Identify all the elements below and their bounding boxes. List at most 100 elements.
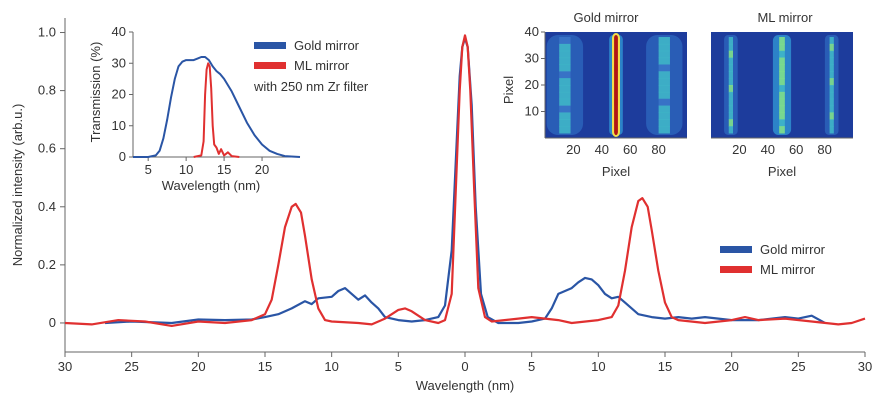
inset-legend-label-gold: Gold mirror	[294, 38, 360, 53]
stripe-segment	[658, 119, 670, 127]
ml-camera-x-axis-label: Pixel	[768, 164, 796, 179]
main-legend-swatch-ml	[720, 266, 752, 273]
ml-camera-x-ticks: 20 40 60 80	[732, 142, 832, 157]
stripe-segment	[829, 91, 834, 100]
stripe-segment	[779, 64, 785, 72]
inset-x-tick-label: 20	[255, 162, 269, 177]
ml-camera-x-tick-label: 20	[732, 142, 746, 157]
stripe-segment	[728, 105, 734, 113]
gold-camera-y-tick-label: 10	[525, 104, 539, 119]
stripe-segment	[658, 57, 670, 65]
gold-camera-y-axis-label: Pixel	[501, 76, 516, 104]
main-x-tick-label: 5	[528, 359, 535, 374]
stripe-segment	[829, 112, 834, 120]
ml-camera-image: ML mirror 20 40 60 80 Pixel	[711, 10, 853, 179]
stripe-segment	[829, 98, 834, 107]
stripe-segment	[559, 50, 571, 59]
inset-legend-swatch-gold	[254, 42, 286, 49]
gold-camera-y-tick-label: 30	[525, 51, 539, 66]
inset-transmission-chart: 5 10 15 20 0 10 20 30 40 Wavelength (nm) Transm…	[88, 24, 369, 193]
main-y-ticks: 0 0.2 0.4 0.6 0.8 1.0	[38, 25, 65, 330]
stripe-segment	[779, 57, 785, 65]
main-y-tick-label: 0.2	[38, 257, 56, 272]
stripe-segment	[779, 98, 785, 107]
stripe-segment	[829, 43, 834, 52]
stripe-segment	[829, 50, 834, 59]
inset-y-tick-label: 20	[112, 87, 126, 102]
stripe-segment	[658, 85, 670, 93]
stripe-segment	[829, 37, 834, 45]
stripe-edge	[612, 33, 620, 137]
stripe-core	[614, 34, 618, 136]
inset-legend-swatch-ml	[254, 62, 286, 69]
inset-legend: Gold mirror ML mirror with 250 nm Zr fil…	[253, 38, 369, 94]
main-x-tick-label: 10	[591, 359, 605, 374]
inset-annotation-filter: with 250 nm Zr filter	[253, 79, 369, 94]
stripe-segment	[779, 105, 785, 113]
stripe-segment	[829, 71, 834, 79]
main-x-tick-label: 15	[658, 359, 672, 374]
stripe-segment	[728, 50, 734, 59]
stripe-segment	[829, 119, 834, 127]
main-series	[64, 34, 866, 327]
stripe-segment	[779, 119, 785, 127]
stripe-segment	[779, 43, 785, 52]
main-series-line-ml	[64, 34, 866, 327]
stripe-segment	[658, 64, 670, 72]
main-legend-label-gold: Gold mirror	[760, 242, 826, 257]
stripe-segment	[829, 57, 834, 65]
inset-y-ticks: 0 10 20 30 40	[112, 24, 133, 164]
main-legend: Gold mirror ML mirror	[720, 242, 826, 277]
stripe-segment	[728, 43, 734, 52]
main-x-tick-label: 30	[858, 359, 872, 374]
stripe-segment	[829, 105, 834, 113]
stripe-segment	[779, 112, 785, 120]
stripe-segment	[658, 71, 670, 79]
main-x-tick-label: 25	[124, 359, 138, 374]
main-x-tick-label: 20	[191, 359, 205, 374]
stripe-segment	[728, 119, 734, 127]
stripe-segment	[779, 91, 785, 100]
inset-y-tick-label: 30	[112, 55, 126, 70]
stripe-segment	[658, 50, 670, 59]
ml-camera-stripes	[724, 35, 839, 135]
main-x-ticks: 30 25 20 15 10 5 0 5 10 15 20 25 30	[58, 352, 872, 374]
ml-camera-x-tick-label: 80	[817, 142, 831, 157]
inset-series	[133, 56, 301, 158]
stripe-segment	[779, 50, 785, 59]
stripe-segment	[829, 85, 834, 93]
inset-x-tick-label: 10	[179, 162, 193, 177]
stripe-segment	[559, 126, 571, 134]
stripe-segment	[658, 91, 670, 100]
stripe-segment	[559, 37, 571, 45]
stripe-segment	[728, 37, 734, 45]
stripe-segment	[559, 119, 571, 127]
main-y-tick-label: 0.6	[38, 141, 56, 156]
gold-camera-x-tick-label: 40	[595, 142, 609, 157]
main-x-axis-label: Wavelength (nm)	[416, 378, 515, 393]
stripe-segment	[829, 126, 834, 134]
inset-x-tick-label: 15	[217, 162, 231, 177]
gold-camera-x-ticks: 20 40 60 80	[566, 142, 666, 157]
gold-camera-x-tick-label: 20	[566, 142, 580, 157]
stripe-segment	[559, 57, 571, 65]
main-y-tick-label: 0.8	[38, 83, 56, 98]
inset-x-tick-label: 5	[145, 162, 152, 177]
inset-series-line-ml	[193, 62, 240, 158]
stripe-segment	[779, 78, 785, 86]
main-x-tick-label: 30	[58, 359, 72, 374]
stripe-segment	[559, 43, 571, 52]
main-x-tick-label: 20	[724, 359, 738, 374]
ml-camera-title: ML mirror	[757, 10, 813, 25]
ml-camera-x-tick-label: 60	[789, 142, 803, 157]
stripe-segment	[829, 64, 834, 72]
main-y-axis-label: Normalized intensity (arb.u.)	[10, 104, 25, 267]
stripe-segment	[658, 37, 670, 45]
stripe-segment	[559, 85, 571, 93]
stripe-segment	[559, 71, 571, 79]
gold-camera-stripes	[546, 33, 683, 137]
gold-camera-x-tick-label: 80	[651, 142, 665, 157]
stripe-segment	[559, 78, 571, 86]
